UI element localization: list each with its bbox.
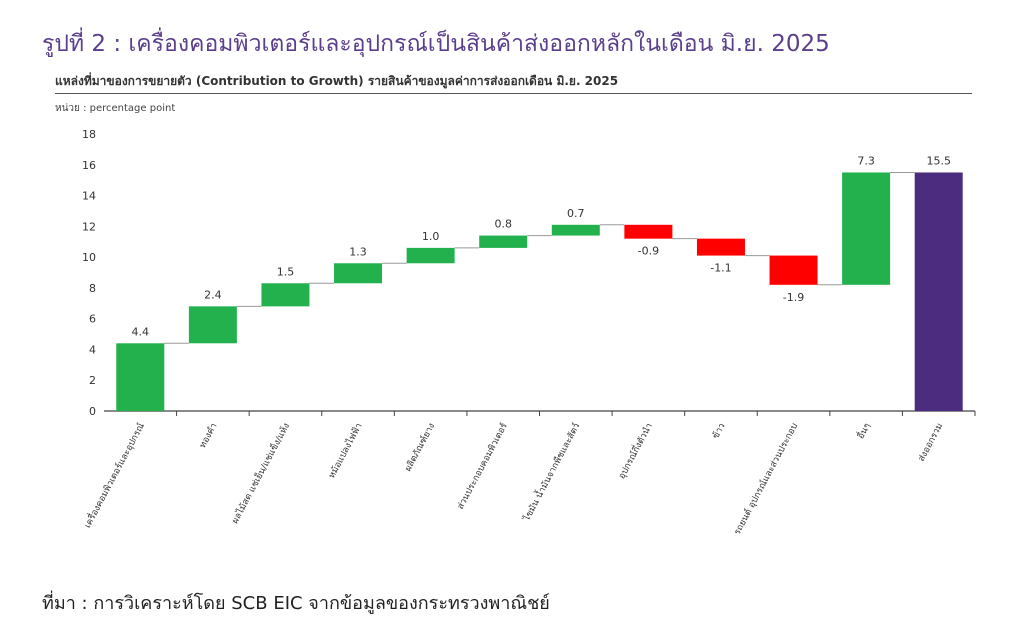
title-rule [55,93,972,94]
bar [334,263,383,284]
y-tick-label: 14 [82,190,96,203]
y-tick-label: 0 [89,405,96,418]
category-label: รถยนต์ อุปกรณ์และส่วนประกอบ [731,421,800,537]
data-label: 15.5 [926,154,951,167]
data-label: 2.4 [204,288,222,301]
y-tick-label: 10 [82,251,96,264]
data-label: 1.5 [277,265,295,278]
bar [842,172,891,285]
data-label: 0.7 [567,207,585,220]
data-label: 1.3 [349,245,367,258]
data-label: 4.4 [132,325,150,338]
data-label: -1.1 [710,262,731,275]
bar [261,283,310,307]
data-label: -0.9 [638,245,659,258]
bar [624,224,673,239]
bar [696,238,745,256]
bar [406,247,455,264]
y-tick-label: 2 [89,374,96,387]
category-label: หม้อแปลงไฟฟ้า [326,421,364,480]
category-label: อุปกรณ์กึ่งตัวนำ [615,420,655,481]
category-label: ผลิตภัณฑ์ยาง [402,421,438,474]
category-label: ทองคำ [197,421,219,450]
y-tick-label: 8 [89,282,96,295]
chart-title: แหล่งที่มาของการขยายตัว (Contribution to… [55,74,619,88]
bar [479,235,528,248]
category-label: เครื่องคอมพิวเตอร์และอุปกรณ์ [80,420,146,530]
bar [116,343,165,411]
data-label: 0.8 [494,218,512,231]
category-label: ผลไม้สด แช่เย็น/แช่แข็ง/แห้ง [228,420,292,525]
source-note: ที่มา : การวิเคราะห์โดย SCB EIC จากข้อมู… [42,593,550,614]
bar [769,255,818,285]
figure-title: รูปที่ 2 : เครื่องคอมพิวเตอร์และอุปกรณ์เ… [42,31,830,57]
bar [188,306,237,344]
data-label: -1.9 [783,291,804,304]
data-label: 1.0 [422,230,440,243]
category-label: อื่นๆ [854,420,873,441]
unit-label: หน่วย : percentage point [55,103,176,114]
y-tick-label: 18 [82,128,96,141]
y-tick-label: 16 [82,159,96,172]
y-tick-label: 12 [82,220,96,233]
category-label: ส่วนประกอบคอมพิวเตอร์ [454,421,510,512]
bar [551,224,600,236]
category-label: ข้าว [710,421,727,441]
category-label: ไขมัน น้ำมันจากพืชและสัตว์ [519,420,582,523]
category-label: ส่งออกรวม [917,422,946,464]
data-label: 7.3 [857,154,875,167]
y-tick-label: 6 [89,313,96,326]
y-tick-label: 4 [89,343,96,356]
bar [914,172,963,411]
